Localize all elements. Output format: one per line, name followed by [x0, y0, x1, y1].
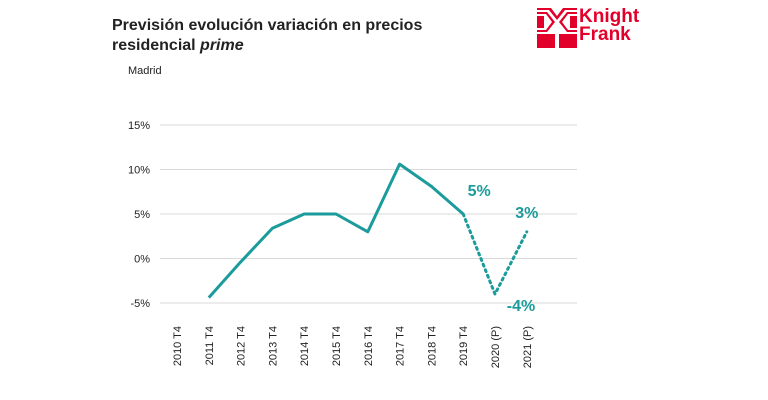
chart-title-line2: residencial prime	[112, 36, 422, 56]
x-tick-label: 2019 T4	[458, 326, 470, 366]
forecast-series-line	[461, 212, 529, 298]
x-tick-label: 2013 T4	[267, 326, 279, 366]
x-tick-label: 2015 T4	[331, 326, 343, 366]
data-label: 5%	[468, 183, 491, 200]
data-label: -4%	[507, 298, 535, 315]
actual-series-line	[207, 162, 465, 299]
x-tick-label: 2010 T4	[172, 326, 184, 366]
logo-text-frank: Frank	[579, 24, 631, 45]
x-tick-label: 2020 (P)	[490, 326, 502, 368]
x-tick-label: 2016 T4	[363, 326, 375, 366]
y-axis-ticks: 15% 10% 5% 0% -5%	[128, 120, 150, 310]
chart-title: Previsión evolución variación en precios…	[112, 16, 422, 56]
y-tick-label: -5%	[130, 298, 150, 310]
x-tick-label: 2021 (P)	[522, 326, 534, 368]
chart-title-line1: Previsión evolución variación en precios	[112, 17, 423, 34]
y-tick-label: 10%	[128, 165, 150, 177]
y-tick-label: 15%	[128, 120, 150, 132]
series-lines	[207, 162, 529, 299]
y-tick-label: 0%	[134, 254, 150, 266]
chart-title-line2-text: residencial	[112, 37, 201, 54]
gridlines	[160, 124, 577, 304]
data-labels: 5% -4% 3%	[468, 183, 539, 315]
y-tick-label: 5%	[134, 209, 150, 221]
x-axis-ticks: 2010 T4 2011 T4 2012 T4 2013 T4 2014 T4 2015 …	[172, 326, 534, 368]
x-tick-label: 2011 T4	[204, 326, 216, 365]
data-label: 3%	[515, 205, 538, 222]
x-tick-label: 2017 T4	[395, 326, 407, 366]
x-tick-label: 2014 T4	[299, 326, 311, 366]
logo-text: Knight Frank	[579, 6, 640, 45]
chart-subtitle: Madrid	[128, 65, 162, 77]
knight-frank-logo: Knight Frank	[537, 6, 647, 48]
logo-text-knight: Knight	[579, 6, 640, 27]
logo-mark-icon	[537, 8, 577, 48]
chart-title-prime: prime	[200, 37, 244, 54]
x-tick-label: 2012 T4	[236, 326, 248, 366]
x-tick-label: 2018 T4	[426, 326, 438, 366]
